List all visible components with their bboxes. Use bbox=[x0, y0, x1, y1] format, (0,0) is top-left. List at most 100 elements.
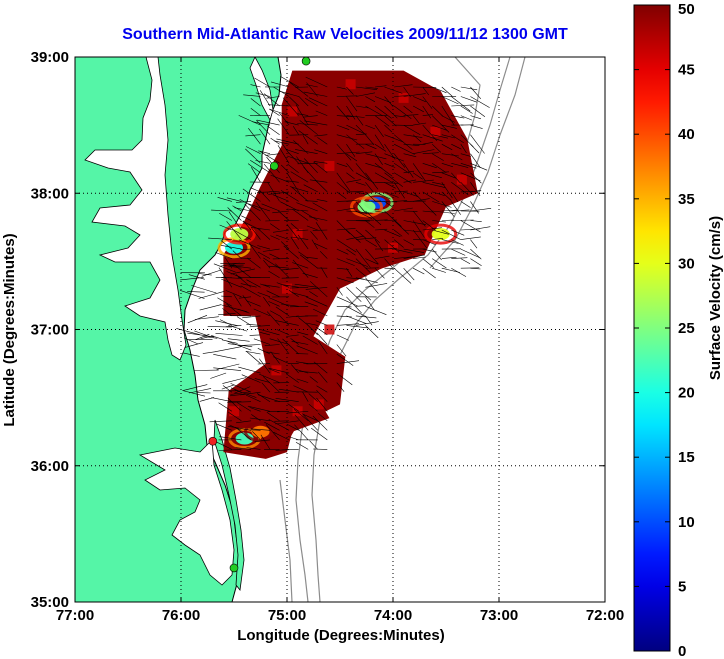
velocity-arrow bbox=[297, 123, 318, 126]
velocity-arrow bbox=[299, 254, 318, 269]
velocity-arrow bbox=[355, 210, 373, 219]
velocity-arrow bbox=[290, 236, 299, 250]
velocity-arrow bbox=[432, 124, 448, 131]
velocity-arrow bbox=[213, 367, 242, 371]
colorbar-gradient bbox=[633, 4, 671, 652]
velocity-arrow bbox=[250, 429, 261, 431]
velocity-arrow bbox=[412, 229, 428, 249]
velocity-cell bbox=[292, 229, 303, 240]
velocity-arrow bbox=[374, 115, 390, 127]
velocity-arrow bbox=[422, 191, 440, 203]
velocity-arrow bbox=[431, 105, 444, 117]
velocity-arrow bbox=[346, 229, 361, 243]
velocity-arrow bbox=[451, 257, 468, 259]
velocity-arrow bbox=[298, 130, 318, 145]
velocity-arrow bbox=[268, 301, 280, 307]
velocity-arrow bbox=[273, 431, 290, 441]
velocity-arrow bbox=[269, 338, 290, 345]
velocity-arrow bbox=[235, 447, 252, 450]
velocity-arrow bbox=[227, 338, 250, 342]
velocity-arrow bbox=[470, 220, 482, 222]
velocity-arrow bbox=[270, 235, 280, 240]
velocity-arrow bbox=[355, 151, 373, 154]
velocity-arrow bbox=[312, 415, 328, 431]
velocity-arrow bbox=[268, 419, 290, 431]
velocity-cell bbox=[324, 161, 335, 171]
velocity-arrow bbox=[233, 264, 252, 278]
velocity-arrow bbox=[355, 229, 367, 239]
velocity-arrow bbox=[365, 283, 388, 288]
velocity-arrow bbox=[413, 179, 434, 183]
velocity-arrow bbox=[246, 279, 261, 288]
velocity-arrow bbox=[263, 296, 271, 307]
velocity-arrow bbox=[441, 134, 455, 139]
velocity-arrow bbox=[238, 296, 252, 299]
velocity-arrow bbox=[288, 152, 299, 164]
velocity-arrow bbox=[374, 134, 385, 149]
velocity-arrow bbox=[257, 292, 271, 298]
velocity-arrow bbox=[291, 364, 299, 374]
velocity-arrow bbox=[336, 287, 343, 296]
velocity-arrow bbox=[292, 259, 309, 278]
velocity-arrow bbox=[384, 153, 405, 162]
velocity-arrow bbox=[384, 124, 393, 133]
velocity-arrow bbox=[255, 201, 271, 221]
velocity-arrow bbox=[265, 424, 280, 441]
velocity-arrow bbox=[304, 301, 318, 307]
velocity-arrow bbox=[217, 297, 233, 307]
velocity-arrow bbox=[432, 163, 447, 174]
velocity-arrow bbox=[287, 208, 309, 212]
velocity-arrow bbox=[441, 86, 453, 97]
velocity-arrow bbox=[263, 257, 280, 269]
velocity-arrow bbox=[384, 258, 393, 268]
velocity-arrow bbox=[221, 304, 248, 313]
velocity-arrow bbox=[431, 248, 442, 261]
velocity-arrow bbox=[269, 191, 280, 193]
velocity-arrow bbox=[403, 124, 421, 136]
velocity-arrow bbox=[336, 334, 349, 341]
velocity-arrow bbox=[305, 84, 318, 88]
velocity-arrow bbox=[215, 423, 233, 431]
velocity-arrow bbox=[460, 248, 481, 259]
velocity-arrow bbox=[422, 182, 446, 188]
y-tick-label: 37:00 bbox=[31, 322, 69, 339]
velocity-arrow bbox=[247, 163, 261, 174]
velocity-arrow bbox=[196, 392, 211, 394]
velocity-arrow bbox=[309, 376, 318, 383]
velocity-arrow bbox=[309, 291, 318, 298]
velocity-arrow bbox=[253, 308, 271, 317]
velocity-arrow bbox=[263, 260, 271, 269]
velocity-arrow bbox=[199, 397, 215, 402]
velocity-arrow bbox=[294, 424, 309, 441]
velocity-arrow bbox=[393, 105, 412, 120]
velocity-arrow bbox=[228, 325, 248, 332]
velocity-arrow bbox=[282, 449, 299, 451]
velocity-arrow bbox=[228, 411, 242, 422]
velocity-arrow bbox=[295, 149, 318, 154]
velocity-arrow bbox=[264, 421, 280, 431]
velocity-arrow bbox=[470, 182, 481, 197]
velocity-arrow bbox=[365, 172, 379, 190]
colorbar-label: Surface Velocity (cm/s) bbox=[707, 216, 724, 380]
velocity-arrow bbox=[431, 115, 450, 133]
velocity-arrow bbox=[313, 161, 328, 164]
velocity-arrow bbox=[239, 199, 261, 212]
velocity-arrow bbox=[412, 267, 425, 275]
velocity-arrow bbox=[194, 330, 207, 336]
velocity-hotspot bbox=[251, 425, 270, 438]
colorbar-tick-label: 15 bbox=[678, 449, 695, 466]
velocity-arrow bbox=[296, 202, 318, 212]
velocity-arrow bbox=[460, 220, 481, 233]
x-tick-label: 76:00 bbox=[162, 607, 200, 624]
velocity-arrow bbox=[374, 163, 393, 177]
velocity-arrow bbox=[384, 134, 404, 143]
velocity-arrow bbox=[289, 287, 309, 289]
plot-area bbox=[74, 56, 606, 603]
velocity-arrow bbox=[267, 125, 280, 135]
velocity-arrow bbox=[403, 105, 413, 114]
velocity-arrow bbox=[451, 239, 464, 246]
velocity-arrow bbox=[451, 134, 464, 143]
velocity-arrow bbox=[198, 291, 225, 299]
velocity-arrow bbox=[213, 263, 236, 273]
velocity-arrow bbox=[394, 84, 413, 88]
